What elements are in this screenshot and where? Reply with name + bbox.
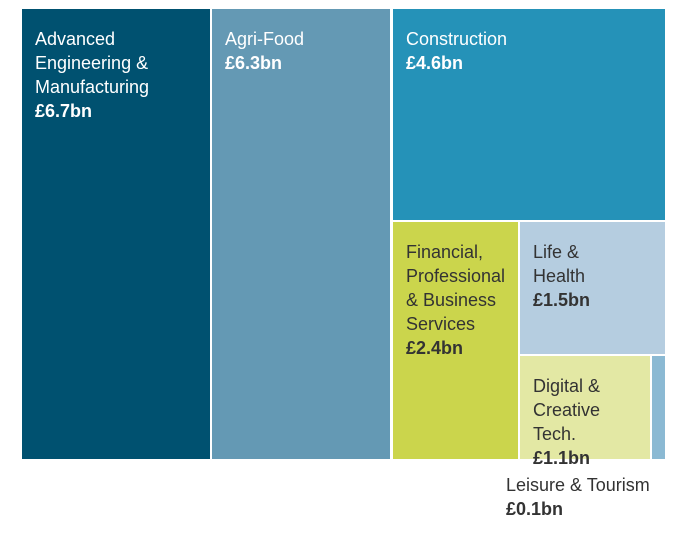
tile-value: £1.1bn	[533, 448, 591, 468]
tile-label: Life & Health	[533, 242, 586, 286]
tile-label: Digital & Creative Tech.	[533, 376, 601, 444]
tile-label: Financial, Professional & Business Servi…	[406, 242, 506, 334]
tile-value: £6.3bn	[225, 53, 283, 73]
tile-life-health: Life & Health £1.5bn	[520, 222, 665, 354]
tile-digital-creative: Digital & Creative Tech. £1.1bn	[520, 356, 650, 468]
tile-financial-professional: Financial, Professional & Business Servi…	[393, 222, 518, 459]
tile-label: Leisure & Tourism	[506, 475, 650, 495]
tile-value: £6.7bn	[35, 101, 93, 121]
tile-value: £2.4bn	[406, 338, 464, 358]
tile-leisure-tourism	[652, 356, 665, 459]
tile-construction: Construction £4.6bn	[393, 9, 665, 220]
tile-value: £4.6bn	[406, 53, 464, 73]
leisure-tourism-label: Leisure & Tourism £0.1bn	[506, 473, 650, 521]
tile-label: Advanced Engineering & Manufacturing	[35, 29, 150, 97]
tile-agri-food: Agri-Food £6.3bn	[212, 9, 390, 459]
tile-value: £0.1bn	[506, 499, 564, 519]
tile-label: Agri-Food	[225, 29, 305, 49]
tile-label: Construction	[406, 29, 508, 49]
tile-advanced-engineering: Advanced Engineering & Manufacturing £6.7…	[22, 9, 210, 459]
tile-value: £1.5bn	[533, 290, 591, 310]
